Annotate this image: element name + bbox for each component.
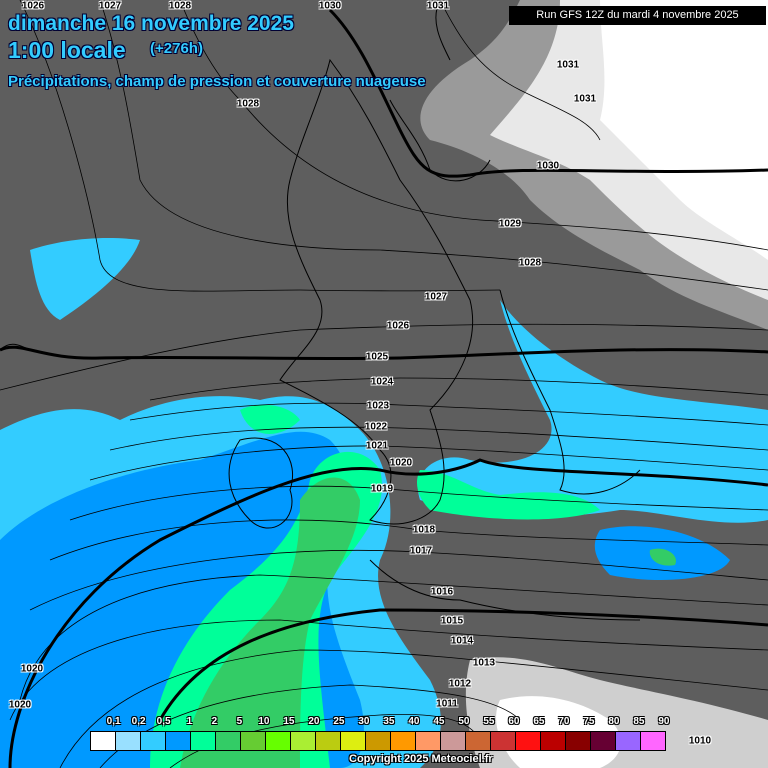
precip-heavy-north [240,404,300,434]
legend-color-box [316,732,341,750]
main-isobars [0,8,768,768]
isobar-label: 1020 [20,663,44,675]
legend-color-box [541,732,566,750]
legend-label: 60 [508,716,520,727]
legend-color-box [641,732,665,750]
isobar-label: 1020 [389,457,413,469]
isobar-label: 1026 [386,320,410,332]
legend-label: 25 [333,716,345,727]
legend-color-box [216,732,241,750]
precip-spot [649,548,676,566]
legend-color-box [291,732,316,750]
isobar-label: 1013 [472,657,496,669]
legend-label: 10 [258,716,270,727]
forecast-date: dimanche 16 novembre 2025 [8,12,294,35]
isobar-label: 1020 [8,699,32,711]
forecast-hour: 1:00 locale [8,37,126,63]
legend-color-box [466,732,491,750]
legend-color-box [591,732,616,750]
legend-label: 40 [408,716,420,727]
copyright: Copyright 2025 Meteociel.fr [349,753,493,765]
isobar-label: 1014 [450,635,474,647]
isobar-label: 1028 [236,98,260,110]
isobar-label: 1031 [426,0,450,12]
legend-label: 65 [533,716,545,727]
legend-color-box [441,732,466,750]
legend-label: 90 [658,716,670,727]
legend-color-box [391,732,416,750]
legend-color-box [166,732,191,750]
legend-label: 1 [186,716,193,727]
precip-light-north-atlantic [30,238,140,320]
legend-color-box [191,732,216,750]
legend-label: 0,5 [156,716,171,727]
isobar-label: 1018 [412,524,436,536]
legend-color-box [341,732,366,750]
isobar-label: 1031 [556,59,580,71]
legend-label: 55 [483,716,495,727]
isobar-label: 1026 [21,0,45,12]
isobar-label: 1022 [364,421,388,433]
isobar-label: 1015 [440,615,464,627]
forecast-lead-time: (+276h) [150,40,203,57]
isobar-label: 1017 [409,545,433,557]
legend-color-box [416,732,441,750]
legend-label: 0,2 [131,716,146,727]
isobar-label: 1028 [168,0,192,12]
legend-label: 85 [633,716,645,727]
legend-label: 20 [308,716,320,727]
isobar-label: 1010 [688,735,712,747]
legend-color-box [241,732,266,750]
legend-label: 80 [608,716,620,727]
legend-label: 75 [583,716,595,727]
precip-heavier [180,477,360,768]
legend-label: 2 [211,716,218,727]
isobar-label: 1029 [498,218,522,230]
run-info-banner: Run GFS 12Z du mardi 4 novembre 2025 [509,6,766,25]
isobar-label: 1030 [318,0,342,12]
isobar-label: 1016 [430,586,454,598]
legend-color-box [566,732,591,750]
legend-color-box [91,732,116,750]
legend-label: 35 [383,716,395,727]
legend-label: 30 [358,716,370,727]
isobar-label: 1019 [370,483,394,495]
isobar-label: 1028 [518,257,542,269]
legend-color-box [491,732,516,750]
legend-label: 45 [433,716,445,727]
legend-label: 50 [458,716,470,727]
isobar-label: 1030 [536,160,560,172]
isobar-label: 1024 [370,376,394,388]
precip-heavy-east [417,470,600,520]
isobar-label: 1021 [365,440,389,452]
legend-color-box [116,732,141,750]
legend-color-box [516,732,541,750]
isobar-label: 1023 [366,400,390,412]
isobar-label: 1027 [424,291,448,303]
isobar-label: 1031 [573,93,597,105]
legend-label: 5 [236,716,243,727]
legend-labels: 0,1 0,2 0,5 1 2 5 10 15 20 25 30 35 40 45 50 55 60 65 70 75… [90,716,670,729]
legend-label: 15 [283,716,295,727]
isobar-label: 1027 [98,0,122,12]
legend-label: 0,1 [106,716,121,727]
legend-color-box [616,732,641,750]
clear-sky-northeast [600,0,768,260]
legend-color-box [266,732,291,750]
precipitation-legend [90,731,666,751]
map-description: Précipitations, champ de pression et cou… [8,73,426,90]
legend-color-box [366,732,391,750]
isobar-label: 1011 [436,698,458,710]
legend-label: 70 [558,716,570,727]
isobar-label: 1012 [448,678,472,690]
isobar-label: 1025 [365,351,389,363]
legend-color-box [141,732,166,750]
